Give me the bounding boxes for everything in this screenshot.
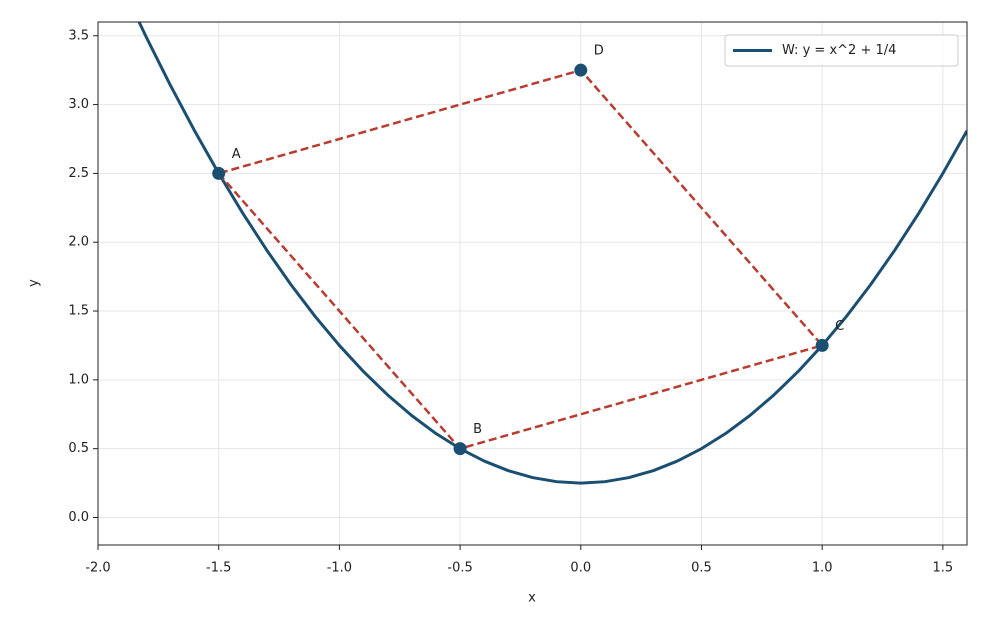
y-tick-label: 0.0 <box>68 510 89 525</box>
y-tick-label: 3.0 <box>68 97 89 112</box>
point-label: D <box>594 44 604 59</box>
point-label: A <box>232 147 241 162</box>
x-tick-label: 1.5 <box>933 561 954 576</box>
x-axis-label: x <box>528 591 536 606</box>
y-tick-label: 2.5 <box>68 166 89 181</box>
x-tick-label: 0.0 <box>570 561 591 576</box>
y-tick-label: 3.5 <box>68 28 89 43</box>
legend-label: W: y = x^2 + 1/4 <box>782 43 896 58</box>
x-tick-label: -2.0 <box>85 561 110 576</box>
y-tick-label: 2.0 <box>68 235 89 250</box>
y-tick-label: 0.5 <box>68 441 89 456</box>
point-label: B <box>473 422 482 437</box>
x-tick-label: -0.5 <box>447 561 472 576</box>
point <box>815 338 829 352</box>
point <box>574 63 588 77</box>
plot-frame <box>97 21 968 546</box>
y-axis-label: y <box>27 279 42 287</box>
square-edges <box>216 68 825 451</box>
y-tick-label: 1.5 <box>68 304 89 319</box>
point <box>453 442 467 456</box>
legend-box <box>724 34 959 67</box>
curve <box>137 22 967 485</box>
x-tick-label: -1.5 <box>206 561 231 576</box>
x-tick-label: 0.5 <box>691 561 712 576</box>
x-tick-label: -1.0 <box>327 561 352 576</box>
point-label: C <box>835 319 844 334</box>
point <box>212 166 226 180</box>
y-tick-label: 1.0 <box>68 372 89 387</box>
x-tick-label: 1.0 <box>812 561 833 576</box>
